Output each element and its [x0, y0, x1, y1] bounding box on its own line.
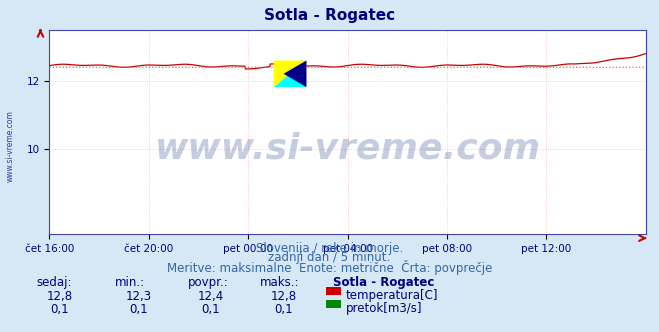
Text: 12,8: 12,8	[46, 290, 72, 302]
Polygon shape	[273, 60, 306, 87]
Text: Sotla - Rogatec: Sotla - Rogatec	[264, 8, 395, 23]
Text: Sotla - Rogatec: Sotla - Rogatec	[333, 276, 434, 289]
Text: temperatura[C]: temperatura[C]	[346, 289, 438, 302]
Text: 12,4: 12,4	[198, 290, 224, 302]
Text: Meritve: maksimalne  Enote: metrične  Črta: povprečje: Meritve: maksimalne Enote: metrične Črta…	[167, 260, 492, 275]
Polygon shape	[283, 60, 306, 87]
Text: 12,3: 12,3	[125, 290, 152, 302]
Text: zadnji dan / 5 minut.: zadnji dan / 5 minut.	[268, 251, 391, 264]
Text: min.:: min.:	[115, 276, 146, 289]
Text: 0,1: 0,1	[50, 303, 69, 316]
Text: 0,1: 0,1	[129, 303, 148, 316]
Text: maks.:: maks.:	[260, 276, 300, 289]
Polygon shape	[273, 60, 306, 87]
Text: povpr.:: povpr.:	[188, 276, 229, 289]
Text: 12,8: 12,8	[270, 290, 297, 302]
Text: www.si-vreme.com: www.si-vreme.com	[5, 110, 14, 182]
Text: 0,1: 0,1	[274, 303, 293, 316]
Text: Slovenija / reke in morje.: Slovenija / reke in morje.	[256, 242, 403, 255]
Text: pretok[m3/s]: pretok[m3/s]	[346, 302, 422, 315]
Text: 0,1: 0,1	[202, 303, 220, 316]
Text: sedaj:: sedaj:	[36, 276, 72, 289]
Text: www.si-vreme.com: www.si-vreme.com	[155, 131, 540, 165]
